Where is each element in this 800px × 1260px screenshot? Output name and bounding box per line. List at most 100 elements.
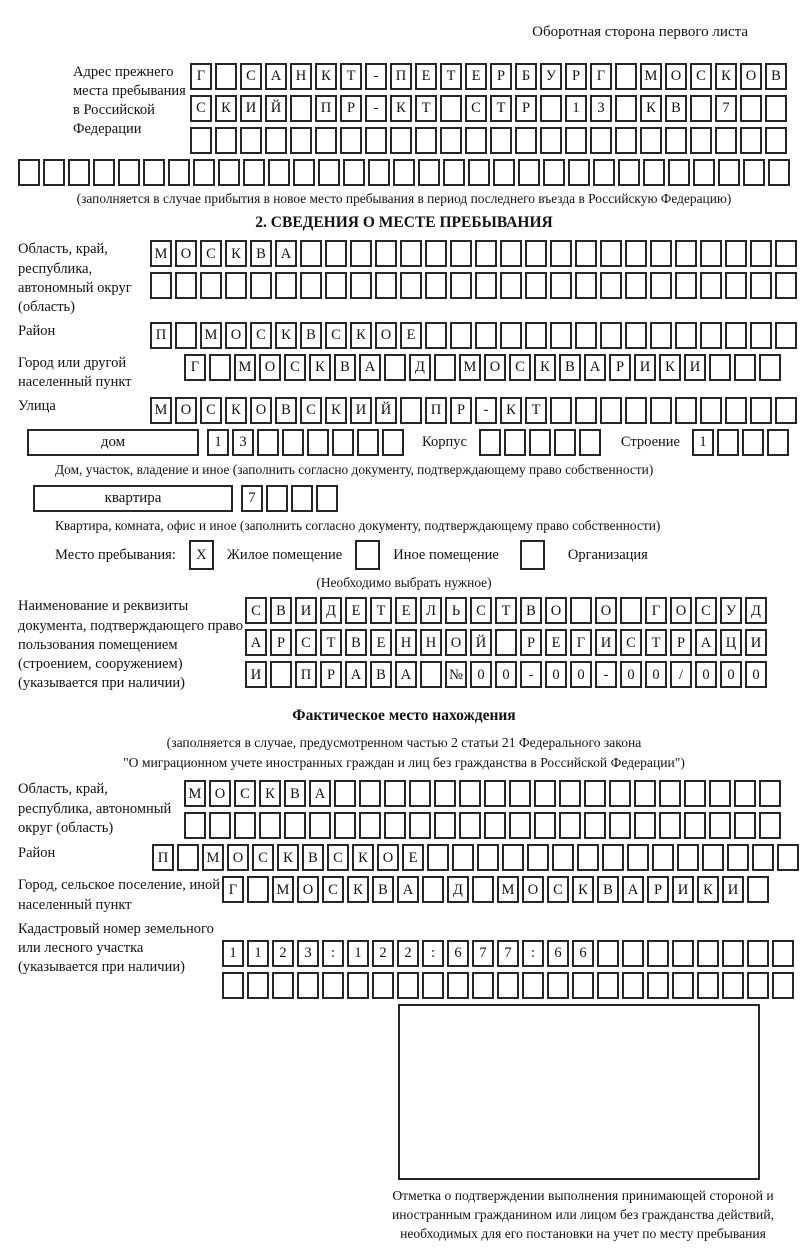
char-box[interactable] [709,780,731,808]
char-box[interactable]: Т [495,597,517,625]
char-box[interactable] [497,971,519,999]
char-box[interactable]: П [390,63,412,90]
char-box[interactable] [325,272,347,300]
char-box[interactable] [500,321,522,349]
char-box[interactable] [672,971,694,999]
char-box[interactable]: Н [395,629,417,657]
char-box[interactable] [647,939,669,967]
house-type-box[interactable]: дом [27,429,199,457]
char-box[interactable] [640,127,662,154]
char-box[interactable] [622,939,644,967]
char-box[interactable]: - [595,661,617,689]
char-box[interactable] [484,812,506,840]
char-box[interactable]: Е [395,597,417,625]
char-box[interactable]: А [345,661,367,689]
char-box[interactable] [184,812,206,840]
char-box[interactable]: С [470,597,492,625]
char-box[interactable] [759,780,781,808]
char-box[interactable]: Г [590,63,612,90]
char-box[interactable] [452,844,474,872]
char-box[interactable]: М [150,240,172,268]
char-box[interactable]: Д [320,597,342,625]
char-box[interactable]: 1 [347,939,369,967]
char-box[interactable]: С [509,353,531,381]
char-box[interactable]: У [540,63,562,90]
char-box[interactable]: Р [670,629,692,657]
char-box[interactable]: Р [270,629,292,657]
char-box[interactable] [540,127,562,154]
char-box[interactable] [297,971,319,999]
char-box[interactable] [590,127,612,154]
char-box[interactable] [659,780,681,808]
char-box[interactable]: А [584,353,606,381]
char-box[interactable] [625,240,647,268]
char-box[interactable]: С [295,629,317,657]
char-box[interactable] [727,844,749,872]
char-box[interactable]: - [520,661,542,689]
char-box[interactable] [422,971,444,999]
char-box[interactable] [465,127,487,154]
char-box[interactable]: В [270,597,292,625]
char-box[interactable]: В [275,397,297,425]
char-box[interactable]: И [295,597,317,625]
char-box[interactable] [559,780,581,808]
char-box[interactable]: М [184,780,206,808]
char-box[interactable] [259,812,281,840]
char-box[interactable]: К [315,63,337,90]
char-box[interactable] [168,159,190,186]
char-box[interactable]: Р [647,876,669,904]
char-box[interactable]: И [684,353,706,381]
char-box[interactable]: В [334,353,356,381]
char-box[interactable] [652,844,674,872]
char-box[interactable] [722,939,744,967]
char-box[interactable]: 3 [232,429,254,457]
char-box[interactable] [550,272,572,300]
char-box[interactable] [525,321,547,349]
char-box[interactable] [472,971,494,999]
char-box[interactable] [625,397,647,425]
char-box[interactable]: / [670,661,692,689]
char-box[interactable] [484,780,506,808]
char-box[interactable] [553,429,576,457]
char-box[interactable]: Р [320,661,342,689]
char-box[interactable] [734,812,756,840]
char-box[interactable]: О [297,876,319,904]
char-box[interactable] [600,272,622,300]
char-box[interactable] [275,272,297,300]
char-box[interactable] [650,397,672,425]
char-box[interactable]: У [720,597,742,625]
char-box[interactable]: Н [290,63,312,90]
char-box[interactable] [384,812,406,840]
char-box[interactable]: Д [745,597,767,625]
char-box[interactable] [684,812,706,840]
char-box[interactable] [365,127,387,154]
char-box[interactable]: Е [345,597,367,625]
char-box[interactable] [382,429,404,457]
char-box[interactable] [593,159,615,186]
char-box[interactable] [715,127,737,154]
char-box[interactable] [740,127,762,154]
char-box[interactable] [515,127,537,154]
char-box[interactable]: 0 [545,661,567,689]
char-box[interactable] [390,127,412,154]
char-box[interactable]: Е [465,63,487,90]
char-box[interactable] [734,353,756,381]
char-box[interactable]: Е [402,844,424,872]
char-box[interactable] [747,971,769,999]
char-box[interactable] [257,429,279,457]
char-box[interactable] [234,812,256,840]
char-box[interactable]: С [252,844,274,872]
char-box[interactable]: С [322,876,344,904]
char-box[interactable] [765,127,787,154]
char-box[interactable] [322,971,344,999]
char-box[interactable] [525,272,547,300]
char-box[interactable] [534,812,556,840]
char-box[interactable] [625,272,647,300]
char-box[interactable]: 1 [691,429,714,457]
char-box[interactable] [316,484,338,512]
char-box[interactable] [143,159,165,186]
char-box[interactable]: 0 [720,661,742,689]
char-box[interactable] [559,812,581,840]
char-box[interactable]: В [765,63,787,90]
char-box[interactable] [495,629,517,657]
